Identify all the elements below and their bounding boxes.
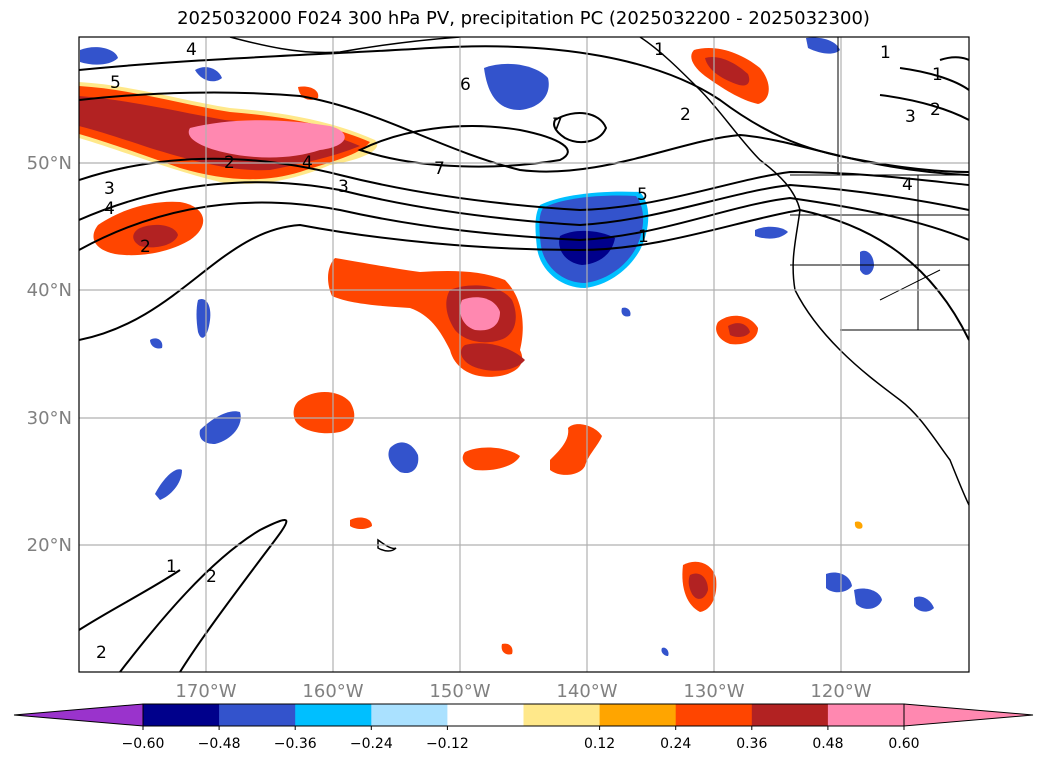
lon-labels: 170°W 160°W 150°W 140°W 130°W 120°W: [175, 681, 871, 702]
colorbar-tick-label: 0.36: [736, 736, 767, 752]
colorbar-bin: [523, 704, 601, 726]
contour-labels: 4 5 6 7 1 1 2 3 2 3 4 7 5 1 4 1 2 3 4 2 …: [96, 40, 943, 663]
contour-label: 4: [104, 199, 115, 219]
lon-label: 140°W: [556, 681, 617, 702]
lat-label: 40°N: [27, 280, 72, 301]
colorbar-tick-label: −0.48: [198, 736, 241, 752]
contour-label: 2: [680, 105, 691, 125]
contour-label: 6: [460, 75, 471, 95]
contour-label: 5: [110, 73, 121, 93]
contour-label: 2: [930, 100, 941, 120]
contour-label: 7: [434, 159, 445, 179]
map-frame: [78, 36, 970, 673]
map-content: [79, 37, 969, 672]
contour-label: 1: [638, 227, 649, 247]
colorbar-tick-label: 0.48: [812, 736, 843, 752]
colorbar-bin: [371, 704, 448, 726]
contour-label: 2: [140, 237, 151, 257]
contour-label: 1: [880, 43, 891, 63]
lat-label: 50°N: [27, 153, 72, 174]
colorbar-bin: [295, 704, 372, 726]
contour-label: 4: [186, 40, 197, 60]
contour-label: 1: [932, 65, 943, 85]
lat-label: 30°N: [27, 408, 72, 429]
contour-label: 1: [654, 40, 665, 60]
colorbar-tick-label: −0.24: [350, 736, 393, 752]
contour-label: 4: [302, 153, 313, 173]
colorbar-frame: [142, 703, 905, 727]
contour-label: 2: [224, 153, 235, 173]
colorbar-tick-label: 0.12: [584, 736, 615, 752]
lat-labels: 50°N 40°N 30°N 20°N: [27, 153, 72, 556]
lon-label: 150°W: [429, 681, 490, 702]
colorbar-tick-label: −0.60: [122, 736, 165, 752]
contour-label: 7: [552, 115, 563, 135]
contour-label: 3: [905, 107, 916, 127]
map-title: 2025032000 F024 300 hPa PV, precipitatio…: [177, 8, 870, 29]
graticule: [79, 37, 969, 672]
contour-label: 2: [206, 567, 217, 587]
contour-label: 5: [637, 185, 648, 205]
pv-contours: [79, 45, 969, 672]
colorbar-bin: [219, 704, 296, 726]
lon-label: 160°W: [302, 681, 363, 702]
precip-positive: [79, 48, 863, 655]
contour-label: 3: [104, 179, 115, 199]
colorbar-bin: [751, 704, 829, 726]
contour-label: 1: [166, 557, 177, 577]
contour-label: 3: [338, 177, 349, 197]
colorbar-over-arrow: [903, 703, 1034, 727]
colorbar-tick-label: 0.60: [888, 736, 919, 752]
colorbar-ticks: −0.60 −0.48 −0.36 −0.24 −0.12 0.12 0.24 0.36 0.4…: [122, 726, 920, 752]
colorbar-bin: [599, 704, 677, 726]
colorbar-under-arrow: [13, 703, 144, 727]
contour-label: 2: [96, 643, 107, 663]
contour-label: 4: [902, 175, 913, 195]
colorbar-bin: [447, 704, 524, 726]
colorbar-bin: [675, 704, 753, 726]
colorbar-tick-label: 0.24: [660, 736, 691, 752]
coastlines: [229, 37, 969, 552]
colorbar-bin: [143, 704, 220, 726]
colorbar-tick-label: −0.36: [274, 736, 317, 752]
colorbar: −0.60 −0.48 −0.36 −0.24 −0.12 0.12 0.24 0.36 0.4…: [13, 703, 1034, 752]
lat-label: 20°N: [27, 535, 72, 556]
lon-label: 170°W: [175, 681, 236, 702]
colorbar-tick-label: −0.12: [426, 736, 469, 752]
lon-label: 130°W: [683, 681, 744, 702]
lon-label: 120°W: [810, 681, 871, 702]
colorbar-bins: [143, 704, 905, 726]
colorbar-bin: [827, 704, 905, 726]
